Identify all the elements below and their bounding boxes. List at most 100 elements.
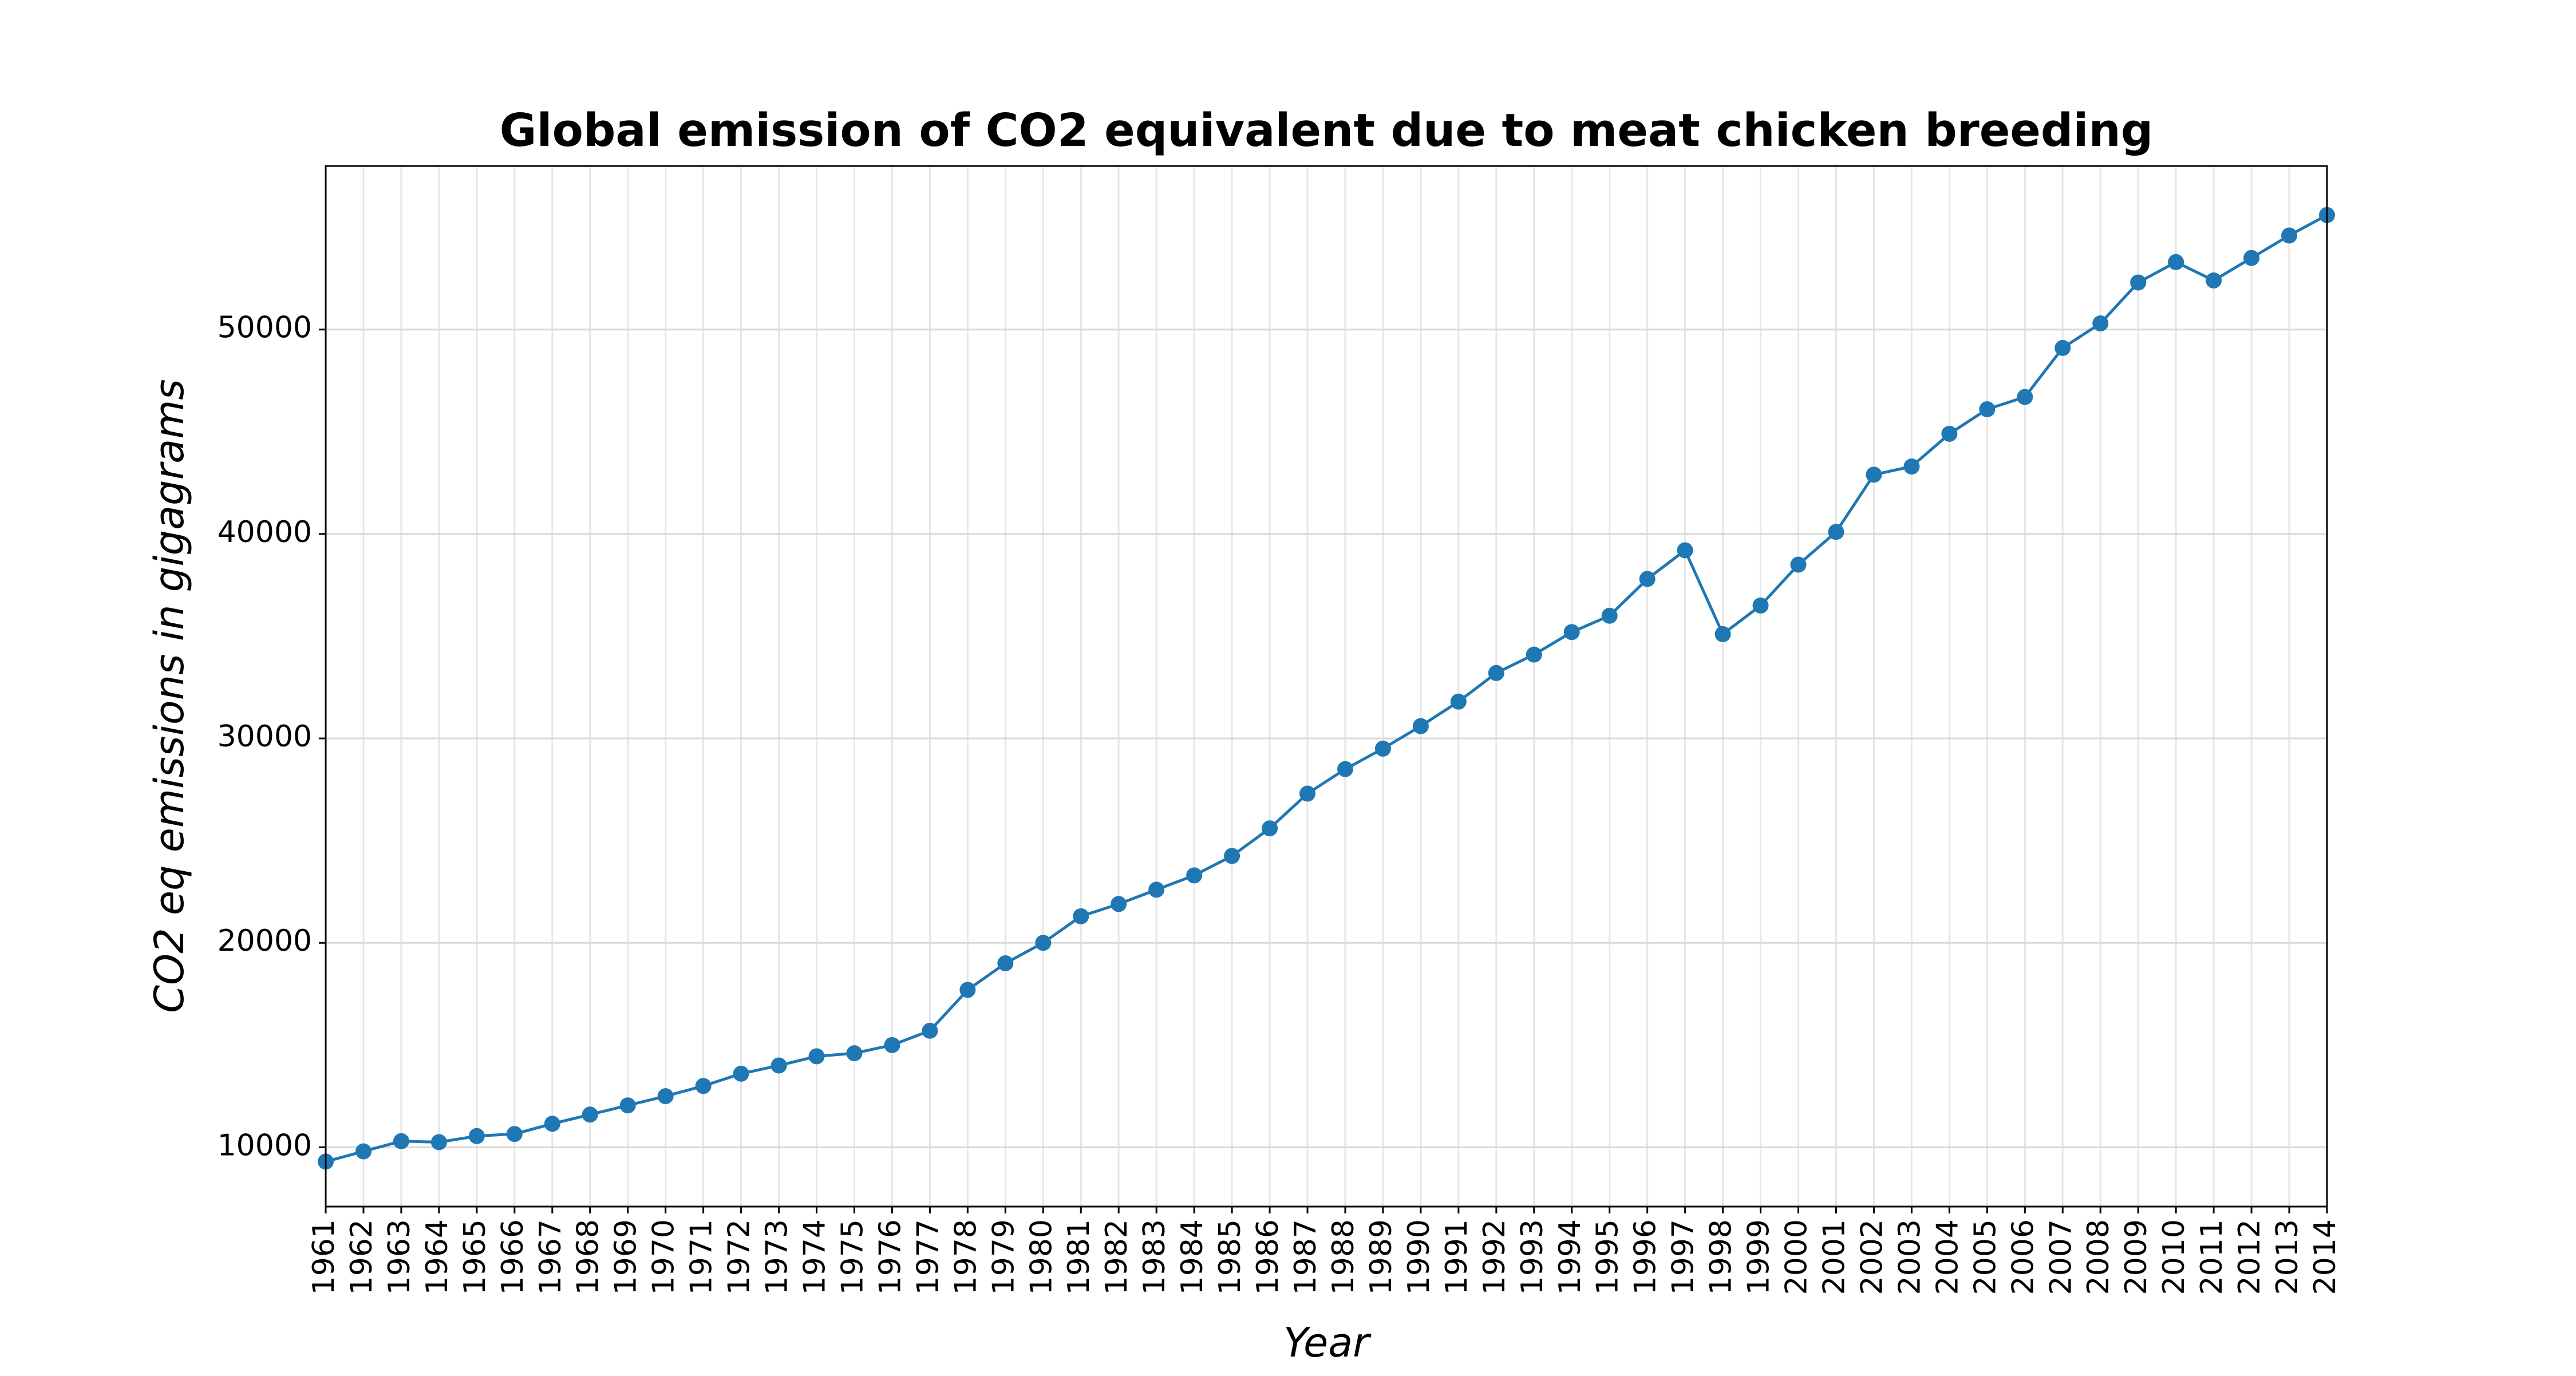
data-point-1999 — [1752, 597, 1769, 614]
data-point-1980 — [1035, 935, 1052, 951]
x-tick-label: 2001 — [1817, 1219, 1851, 1295]
data-point-1965 — [468, 1128, 485, 1144]
data-point-1992 — [1488, 665, 1504, 681]
data-point-2009 — [2130, 274, 2147, 291]
data-point-1981 — [1073, 908, 1089, 924]
x-tick-label: 1983 — [1137, 1219, 1172, 1295]
data-point-1998 — [1714, 626, 1731, 642]
x-tick-label: 1977 — [911, 1219, 945, 1295]
data-point-1986 — [1262, 820, 1278, 837]
data-point-1996 — [1639, 571, 1656, 587]
x-tick-label: 1998 — [1704, 1219, 1739, 1295]
x-tick-label: 1966 — [496, 1219, 530, 1295]
data-point-1997 — [1677, 542, 1693, 559]
data-point-2006 — [2017, 389, 2033, 405]
y-tick-label: 20000 — [218, 924, 312, 958]
x-tick-label: 2013 — [2270, 1219, 2305, 1295]
x-tick-label: 1999 — [1742, 1219, 1776, 1295]
data-point-2002 — [1866, 466, 1882, 483]
x-tick-label: 1987 — [1289, 1219, 1323, 1295]
data-point-1989 — [1374, 740, 1391, 757]
x-tick-label: 2004 — [1930, 1219, 1965, 1295]
data-point-2013 — [2281, 227, 2298, 244]
x-tick-label: 1973 — [760, 1219, 795, 1295]
data-point-2005 — [1979, 401, 1996, 418]
x-axis-label: Year — [1283, 1319, 1372, 1366]
x-tick-label: 1993 — [1515, 1219, 1550, 1295]
data-point-2003 — [1903, 458, 1920, 475]
data-point-2004 — [1941, 425, 1958, 442]
data-point-1971 — [695, 1078, 712, 1094]
data-point-1976 — [884, 1037, 900, 1053]
data-point-1968 — [582, 1106, 598, 1123]
x-tick-label: 1991 — [1440, 1219, 1474, 1295]
data-point-1988 — [1337, 761, 1353, 777]
x-tick-label: 1984 — [1175, 1219, 1210, 1295]
data-point-1985 — [1224, 848, 1240, 864]
data-point-2008 — [2092, 315, 2109, 332]
x-tick-label: 2003 — [1893, 1219, 1927, 1295]
x-tick-label: 2011 — [2195, 1219, 2229, 1295]
data-point-2007 — [2055, 339, 2071, 356]
x-tick-label: 2007 — [2044, 1219, 2078, 1295]
data-point-1966 — [506, 1126, 523, 1142]
data-point-1993 — [1526, 646, 1542, 663]
x-tick-label: 1994 — [1553, 1219, 1587, 1295]
data-point-1994 — [1563, 624, 1580, 640]
y-axis-label: CO2 eq emissions in gigagrams — [146, 379, 193, 1013]
y-tick-label: 40000 — [218, 515, 312, 549]
x-tick-label: 1995 — [1591, 1219, 1625, 1295]
data-point-1972 — [733, 1065, 749, 1082]
x-tick-label: 1979 — [986, 1219, 1021, 1295]
data-point-1990 — [1412, 718, 1429, 734]
data-point-2000 — [1790, 556, 1807, 573]
data-point-1984 — [1186, 867, 1203, 884]
x-tick-label: 1976 — [873, 1219, 907, 1295]
x-tick-label: 1963 — [382, 1219, 417, 1295]
x-tick-label: 1962 — [345, 1219, 379, 1295]
x-tick-label: 1990 — [1402, 1219, 1436, 1295]
x-tick-label: 1978 — [949, 1219, 983, 1295]
x-tick-label: 1996 — [1629, 1219, 1663, 1295]
x-tick-label: 1972 — [722, 1219, 757, 1295]
data-point-1987 — [1299, 785, 1316, 802]
x-tick-label: 2012 — [2233, 1219, 2267, 1295]
data-point-1977 — [922, 1022, 938, 1039]
x-tick-label: 1980 — [1024, 1219, 1058, 1295]
x-tick-label: 2008 — [2081, 1219, 2116, 1295]
data-point-1991 — [1450, 693, 1467, 710]
data-point-1964 — [430, 1134, 447, 1150]
data-point-1970 — [657, 1088, 674, 1105]
data-point-2001 — [1828, 524, 1844, 540]
x-tick-label: 1975 — [835, 1219, 870, 1295]
data-point-1983 — [1148, 881, 1165, 898]
x-tick-label: 2002 — [1855, 1219, 1889, 1295]
data-point-1975 — [846, 1045, 863, 1062]
plot-area-frame — [325, 165, 2328, 1208]
x-tick-label: 1982 — [1100, 1219, 1134, 1295]
data-point-1973 — [771, 1057, 787, 1074]
y-tick-label: 50000 — [218, 311, 312, 345]
x-tick-label: 2010 — [2157, 1219, 2191, 1295]
x-tick-label: 2005 — [1968, 1219, 2002, 1295]
x-tick-label: 1971 — [685, 1219, 719, 1295]
x-tick-label: 2006 — [2006, 1219, 2040, 1295]
data-point-1963 — [393, 1133, 409, 1149]
chart-title: Global emission of CO2 equivalent due to… — [500, 104, 2154, 157]
y-tick-label: 30000 — [218, 719, 312, 754]
x-tick-label: 1988 — [1326, 1219, 1361, 1295]
data-point-1967 — [544, 1116, 560, 1132]
x-tick-label: 1967 — [534, 1219, 568, 1295]
x-tick-label: 1968 — [571, 1219, 606, 1295]
x-tick-label: 1997 — [1666, 1219, 1701, 1295]
data-point-1978 — [959, 982, 976, 998]
data-point-1979 — [997, 955, 1014, 971]
x-tick-label: 2000 — [1780, 1219, 1814, 1295]
data-point-1962 — [355, 1143, 372, 1160]
x-tick-label: 1989 — [1364, 1219, 1398, 1295]
x-tick-label: 1974 — [798, 1219, 832, 1295]
data-point-1969 — [619, 1097, 636, 1114]
data-point-2010 — [2168, 254, 2184, 270]
